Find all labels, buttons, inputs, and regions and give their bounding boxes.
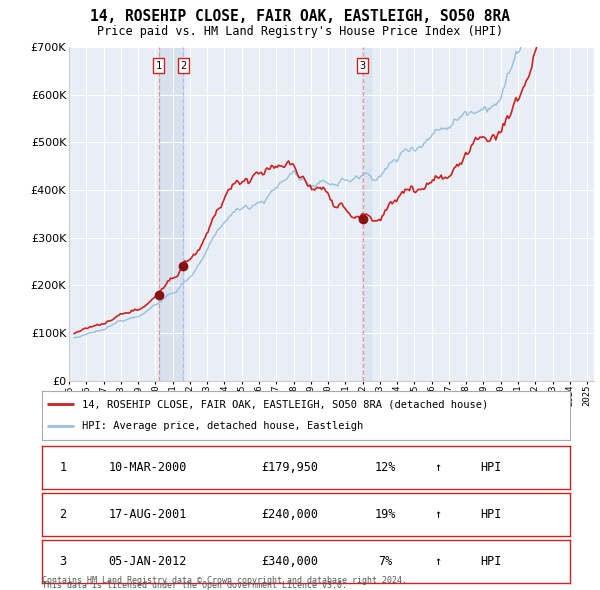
Text: £240,000: £240,000 (262, 508, 319, 521)
Text: 17-AUG-2001: 17-AUG-2001 (109, 508, 187, 521)
Bar (362, 47, 371, 381)
Text: This data is licensed under the Open Government Licence v3.0.: This data is licensed under the Open Gov… (42, 581, 347, 590)
Text: £340,000: £340,000 (262, 555, 319, 568)
Text: 10-MAR-2000: 10-MAR-2000 (109, 461, 187, 474)
Bar (158, 47, 184, 381)
Text: 7%: 7% (378, 555, 392, 568)
Text: ↑: ↑ (434, 555, 442, 568)
Text: HPI: HPI (480, 508, 502, 521)
Text: 1: 1 (59, 461, 67, 474)
Text: 1: 1 (155, 61, 162, 71)
Text: £179,950: £179,950 (262, 461, 319, 474)
Text: 14, ROSEHIP CLOSE, FAIR OAK, EASTLEIGH, SO50 8RA (detached house): 14, ROSEHIP CLOSE, FAIR OAK, EASTLEIGH, … (82, 399, 488, 409)
Text: 3: 3 (359, 61, 366, 71)
Text: Contains HM Land Registry data © Crown copyright and database right 2024.: Contains HM Land Registry data © Crown c… (42, 576, 407, 585)
Text: 12%: 12% (374, 461, 396, 474)
Bar (184, 47, 363, 381)
Text: HPI: HPI (480, 461, 502, 474)
Text: HPI: HPI (480, 555, 502, 568)
Text: ↑: ↑ (434, 508, 442, 521)
Text: 19%: 19% (374, 508, 396, 521)
Text: 3: 3 (59, 555, 67, 568)
Text: 2: 2 (181, 61, 187, 71)
Text: 2: 2 (59, 508, 67, 521)
Text: 14, ROSEHIP CLOSE, FAIR OAK, EASTLEIGH, SO50 8RA: 14, ROSEHIP CLOSE, FAIR OAK, EASTLEIGH, … (90, 9, 510, 24)
Text: 05-JAN-2012: 05-JAN-2012 (109, 555, 187, 568)
Text: Price paid vs. HM Land Registry's House Price Index (HPI): Price paid vs. HM Land Registry's House … (97, 25, 503, 38)
Text: ↑: ↑ (434, 461, 442, 474)
Text: HPI: Average price, detached house, Eastleigh: HPI: Average price, detached house, East… (82, 421, 363, 431)
